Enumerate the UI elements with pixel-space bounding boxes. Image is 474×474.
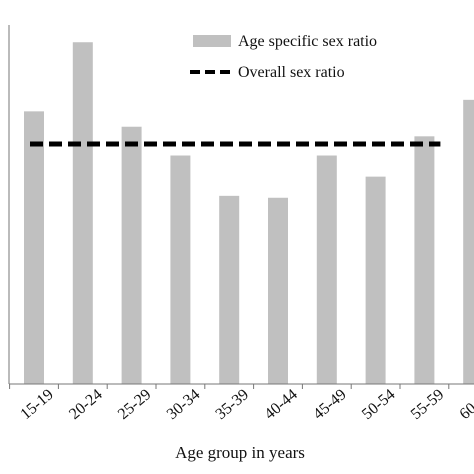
bar-50-54 xyxy=(365,176,386,384)
bar-25-29 xyxy=(121,126,142,384)
axes xyxy=(8,25,474,385)
legend: Age specific sex ratio Overall sex ratio xyxy=(190,33,377,81)
x-tick-label-55-59: 55-59 xyxy=(408,386,448,423)
bar-35-39 xyxy=(219,195,240,384)
x-tick-label-50-54: 50-54 xyxy=(359,386,399,423)
bar-40-44 xyxy=(268,197,288,384)
x-tick-label-15-19: 15-19 xyxy=(17,386,57,423)
x-axis-title: Age group in years xyxy=(175,443,305,462)
bar-45-49 xyxy=(316,155,337,384)
x-tick-label-35-39: 35-39 xyxy=(213,386,253,423)
legend-item-bars: Age specific sex ratio xyxy=(193,33,377,50)
legend-line-label: Overall sex ratio xyxy=(238,64,345,81)
bar-30-34 xyxy=(170,155,191,384)
x-tick-label-40-44: 40-44 xyxy=(261,386,301,423)
bar-20-24 xyxy=(72,42,93,385)
x-tick-labels: 15-19 20-24 25-29 30-34 35-39 40-44 45-49 50-54… xyxy=(9,384,474,423)
legend-bar-swatch xyxy=(193,35,231,47)
x-tick-label-60-64: 60-64 xyxy=(457,386,474,423)
legend-item-line: Overall sex ratio xyxy=(190,64,345,81)
x-tick-label-45-49: 45-49 xyxy=(310,386,350,423)
x-tick-label-20-24: 20-24 xyxy=(66,386,106,423)
legend-bar-label: Age specific sex ratio xyxy=(238,33,377,50)
x-tick-label-25-29: 25-29 xyxy=(115,386,155,423)
plot-area xyxy=(24,42,474,385)
x-tick-label-30-34: 30-34 xyxy=(164,386,204,423)
bar-55-59 xyxy=(414,136,435,384)
bar-60-64 xyxy=(463,99,474,384)
bar-15-19 xyxy=(24,111,44,385)
